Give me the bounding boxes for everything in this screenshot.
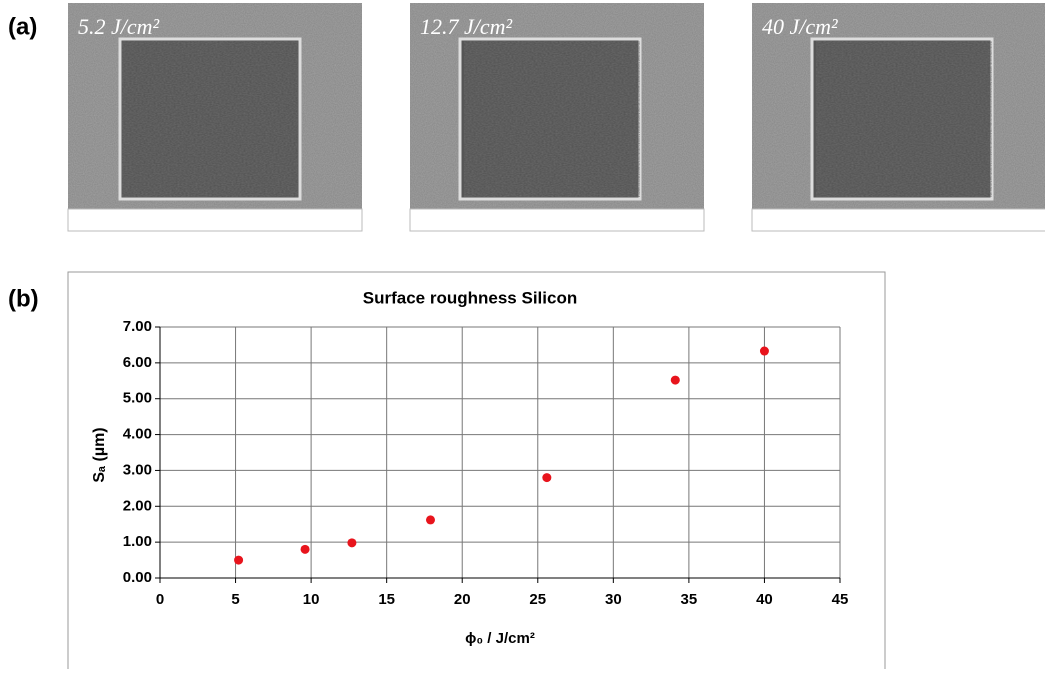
ablated-texture (464, 41, 640, 197)
y-tick-label: 0.00 (123, 569, 152, 586)
ablated-texture (122, 41, 298, 197)
image-label: 12.7 J/cm² (420, 14, 513, 39)
data-point (234, 555, 244, 565)
x-tick-label: 15 (378, 591, 395, 608)
x-tick-label: 0 (156, 591, 164, 608)
data-point (347, 538, 357, 548)
image-label: 5.2 J/cm² (78, 14, 160, 39)
data-point (300, 544, 310, 554)
x-tick-label: 30 (605, 591, 622, 608)
y-axis-label: Sₐ (µm) (91, 427, 108, 482)
data-point (670, 375, 680, 385)
x-tick-label: 45 (832, 591, 849, 608)
chart-title: Surface roughness Silicon (363, 288, 577, 307)
x-tick-label: 10 (303, 591, 320, 608)
panel-label: (b) (8, 285, 39, 312)
y-tick-label: 5.00 (123, 390, 152, 407)
y-tick-label: 2.00 (123, 497, 152, 514)
x-tick-label: 20 (454, 591, 471, 608)
x-tick-label: 5 (231, 591, 239, 608)
data-point (759, 346, 769, 356)
y-tick-label: 7.00 (123, 318, 152, 335)
chart-frame (67, 271, 886, 673)
image-label: 40 J/cm² (762, 14, 838, 39)
scale-bar-strip (67, 208, 363, 232)
ablated-texture (816, 41, 992, 197)
y-tick-label: 3.00 (123, 461, 152, 478)
scale-bar-strip (409, 208, 705, 232)
x-tick-label: 40 (756, 591, 773, 608)
x-axis-label: ϕ₀ / J/cm² (465, 630, 535, 647)
x-tick-label: 25 (529, 591, 546, 608)
y-tick-label: 6.00 (123, 354, 152, 371)
panel-label: (a) (8, 13, 37, 40)
y-tick-label: 1.00 (123, 533, 152, 550)
y-tick-label: 4.00 (123, 426, 152, 443)
data-point (542, 473, 552, 483)
scale-bar-strip (751, 208, 1045, 232)
data-point (425, 515, 435, 525)
x-tick-label: 35 (681, 591, 698, 608)
